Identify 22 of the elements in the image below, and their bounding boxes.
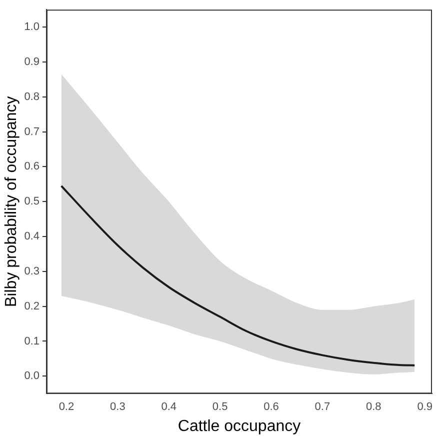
y-tick-label: 0.7 — [24, 126, 40, 138]
x-tick-label: 0.8 — [366, 401, 382, 414]
y-tick-label: 0.6 — [24, 160, 40, 173]
x-tick-label: 0.4 — [161, 401, 176, 414]
x-axis-title: Cattle occupancy — [178, 418, 301, 435]
x-tick-label: 0.2 — [58, 401, 74, 414]
y-tick-label: 0.9 — [24, 56, 40, 68]
x-tick-label: 0.9 — [417, 401, 432, 414]
y-axis-title: Bilby probability of occupancy — [3, 96, 20, 307]
y-tick-label: 0.3 — [24, 265, 40, 278]
line-series — [60, 184, 416, 366]
x-tick-label: 0.5 — [212, 401, 228, 414]
y-tick-label: 0.0 — [24, 370, 40, 382]
y-tick-label: 0.5 — [24, 196, 40, 208]
y-tick-label: 0.1 — [24, 335, 40, 348]
y-tick-label: 0.2 — [24, 300, 40, 312]
x-tick-label: 0.3 — [110, 401, 126, 414]
y-tick-label: 0.8 — [24, 90, 40, 103]
y-tick-label: 0.4 — [24, 230, 40, 243]
x-tick-label: 0.6 — [264, 401, 279, 414]
y-tick-label: 1.0 — [24, 21, 40, 34]
x-tick-label: 0.7 — [314, 401, 330, 414]
